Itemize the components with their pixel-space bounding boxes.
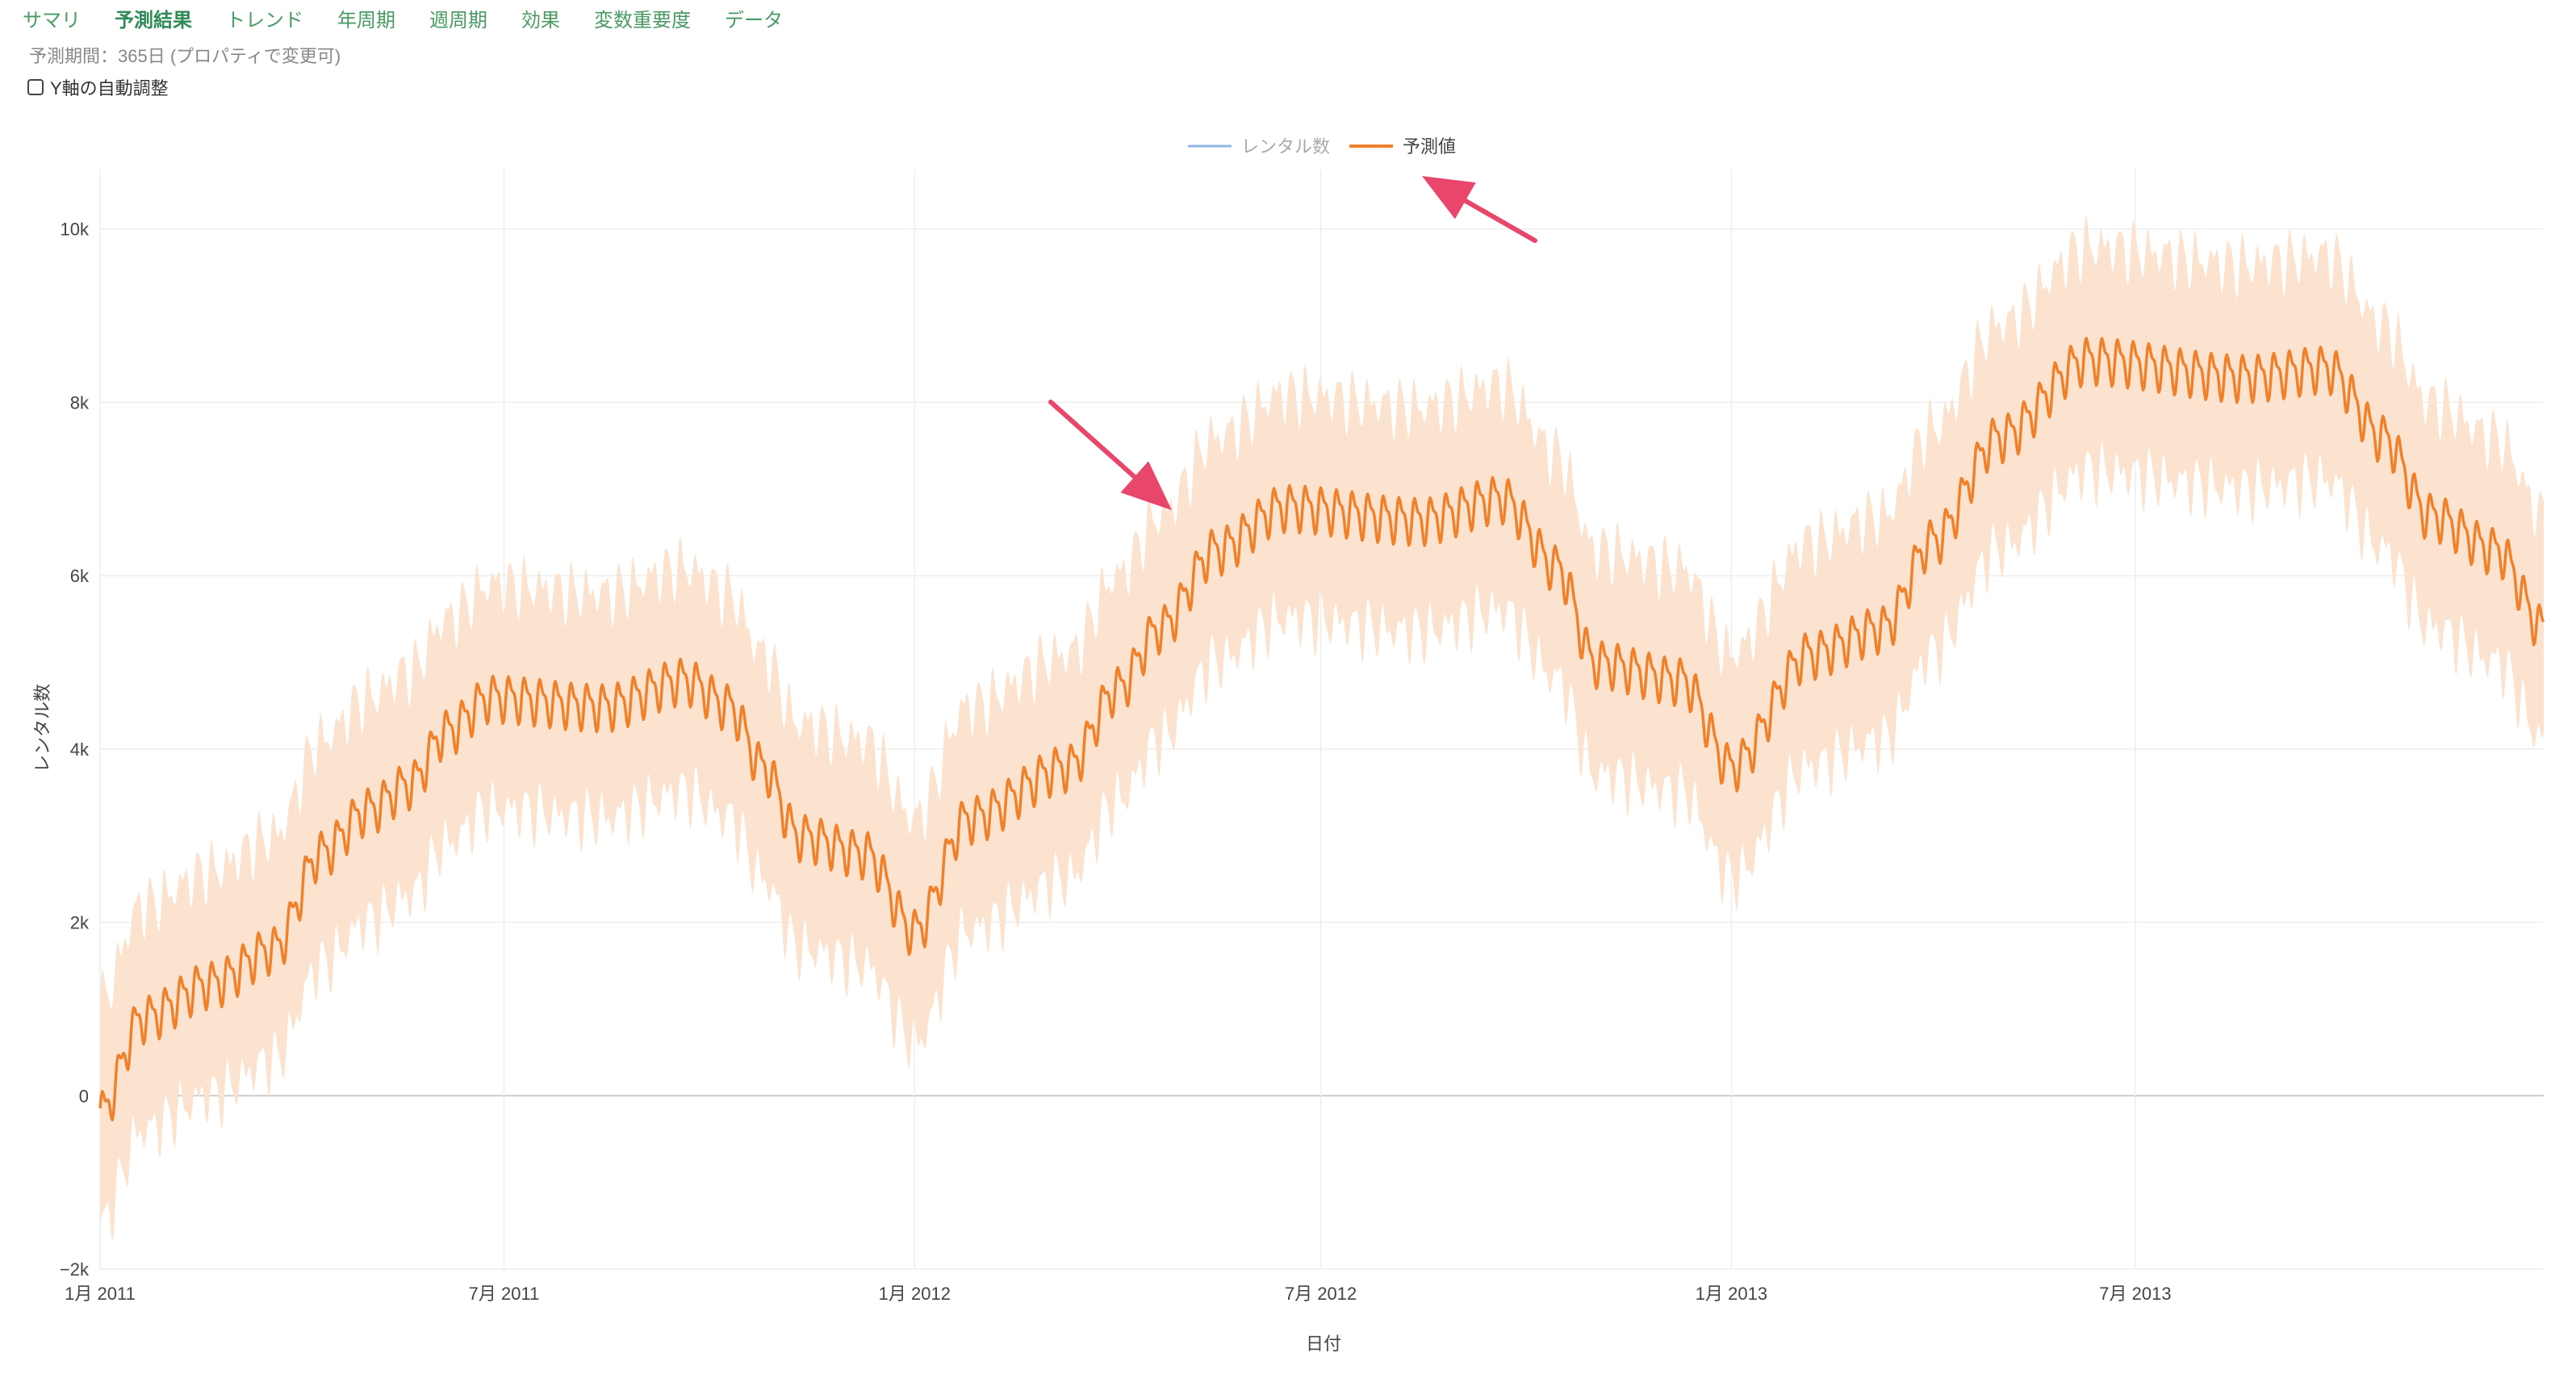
forecast-line bbox=[98, 337, 2545, 1122]
y-axis-autoscale-toggle[interactable]: Y軸の自動調整 bbox=[27, 74, 169, 100]
tab-summary[interactable]: サマリ bbox=[23, 10, 81, 31]
y-tick-label: 0 bbox=[79, 1086, 89, 1106]
x-tick-label: 1月 2012 bbox=[879, 1284, 951, 1304]
prediction-interval-band bbox=[100, 215, 2544, 1242]
legend-label-rentals: レンタル数 bbox=[1241, 136, 1330, 157]
y-tick-label: 8k bbox=[70, 392, 90, 413]
forecast-period-text: 予測期間：365日 (プロパティで変更可) bbox=[29, 46, 341, 66]
x-tick-label: 1月 2013 bbox=[1696, 1284, 1767, 1304]
y-tick-label: −2k bbox=[60, 1259, 90, 1280]
annotation-arrow-legend bbox=[1422, 176, 1537, 243]
annotation-arrow-line bbox=[1048, 400, 1172, 510]
tab-bar: サマリ 予測結果 トレンド 年周期 週周期 効果 変数重要度 データ bbox=[23, 6, 817, 36]
x-tick-label: 7月 2012 bbox=[1285, 1284, 1357, 1304]
y-axis-title: レンタル数 bbox=[32, 684, 52, 773]
y-tick-label: 6k bbox=[70, 566, 90, 586]
x-tick-label: 7月 2011 bbox=[469, 1284, 540, 1304]
tab-yearly[interactable]: 年周期 bbox=[337, 10, 395, 31]
y-tick-label: 10k bbox=[61, 220, 90, 240]
y-tick-label: 2k bbox=[70, 913, 90, 933]
legend-label-forecast: 予測値 bbox=[1403, 136, 1456, 157]
y-tick-label: 4k bbox=[70, 739, 90, 760]
x-tick-label: 1月 2011 bbox=[65, 1284, 136, 1304]
tab-weekly[interactable]: 週周期 bbox=[429, 10, 487, 31]
tab-trend[interactable]: トレンド bbox=[226, 10, 303, 31]
autoscale-label: Y軸の自動調整 bbox=[50, 78, 169, 98]
tab-effects[interactable]: 効果 bbox=[521, 10, 560, 31]
tab-forecast-result[interactable]: 予測結果 bbox=[115, 10, 192, 31]
x-axis-title: 日付 bbox=[1306, 1334, 1341, 1354]
autoscale-checkbox[interactable] bbox=[27, 79, 44, 95]
tab-data[interactable]: データ bbox=[725, 10, 783, 31]
tab-variable-importance[interactable]: 変数重要度 bbox=[594, 10, 691, 31]
x-tick-label: 7月 2013 bbox=[2099, 1284, 2171, 1304]
